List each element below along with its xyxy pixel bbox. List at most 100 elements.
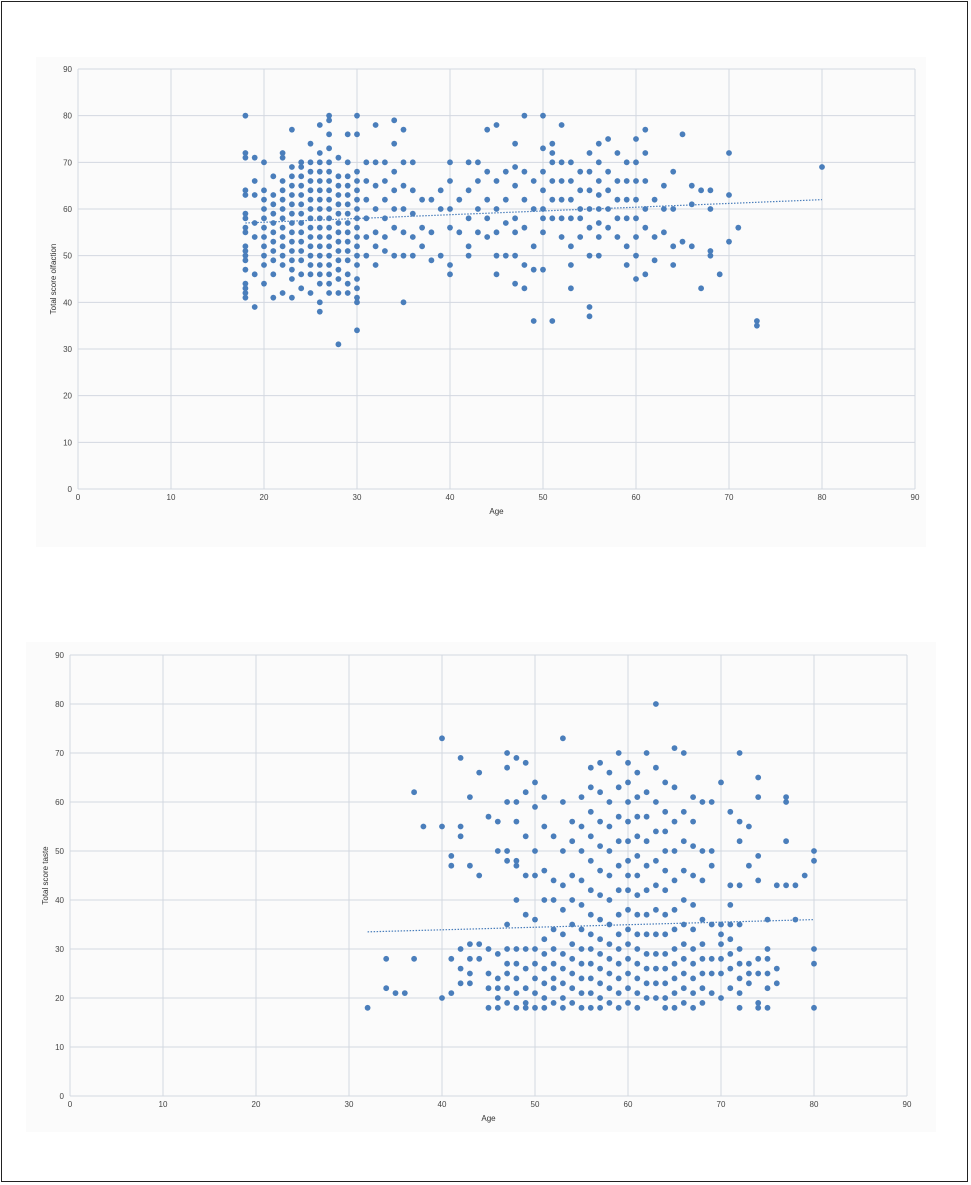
data-point [690,872,696,879]
data-point [391,206,398,212]
data-point [279,243,286,250]
data-point [642,150,649,156]
data-point [242,154,249,161]
data-point [708,990,715,996]
data-point [270,173,277,180]
data-point [316,150,323,156]
data-point [699,955,706,962]
data-point [651,196,658,203]
data-point [615,813,622,820]
data-point [372,159,379,166]
data-point [690,946,696,952]
data-point [587,857,594,864]
y-tick-label: 20 [63,392,72,401]
data-point [522,946,529,952]
data-point [671,745,678,751]
data-point [718,779,724,786]
data-point [465,215,472,222]
data-point [494,848,501,854]
data-point [485,946,492,952]
data-point [335,154,342,161]
x-tick-label: 10 [159,1100,168,1109]
data-point [279,150,286,156]
y-tick-label: 0 [68,485,73,494]
data-point [671,926,678,933]
data-point [485,970,492,977]
data-point [298,220,305,226]
data-point [493,252,500,259]
data-point [569,838,576,845]
data-point [605,224,611,231]
data-point [476,955,483,962]
data-point [465,159,472,166]
data-point [364,1004,371,1011]
data-point [326,206,332,212]
data-point [372,122,379,128]
data-point [270,238,277,245]
data-point [344,271,351,278]
data-point [512,280,518,287]
data-point [242,257,249,264]
data-point [298,229,305,236]
data-point [513,960,520,967]
data-point [513,818,520,825]
data-point [465,187,472,194]
data-point [344,229,351,236]
data-point [680,1000,687,1006]
data-point [560,931,566,938]
data-point [279,196,286,203]
data-point [540,112,546,119]
data-point [504,921,510,928]
data-point [316,252,323,259]
data-point [587,960,594,967]
data-point [363,252,370,259]
data-point [633,252,639,259]
data-point [707,248,714,254]
data-point [764,985,771,992]
data-point [746,862,752,869]
data-point [298,192,305,198]
data-point [289,276,295,282]
data-point [279,178,286,184]
data-point [707,252,714,259]
data-point [605,187,611,194]
data-point [634,813,641,820]
data-point [532,975,538,982]
data-point [372,206,379,212]
data-point [279,206,286,212]
data-point [653,906,659,913]
data-point [485,985,492,992]
data-point [755,794,762,800]
data-point [597,759,603,766]
data-point [540,215,546,222]
data-point [261,206,267,212]
data-point [354,131,360,138]
data-point [606,921,613,928]
data-point [541,823,548,830]
data-point [316,196,323,203]
data-point [595,252,602,259]
data-point [354,243,360,250]
data-point [662,931,669,938]
data-point [670,206,677,212]
data-point [457,823,464,830]
data-point [662,887,669,894]
data-point [409,252,416,259]
data-point [568,196,574,203]
data-point [512,215,518,222]
data-point [634,892,641,898]
data-point [662,911,669,918]
data-point [662,779,669,786]
data-point [513,990,520,996]
data-point [708,970,715,977]
data-point [595,140,602,147]
data-point [307,271,314,278]
data-point [307,187,314,194]
data-point [251,192,258,198]
x-tick-label: 60 [632,493,641,502]
data-point [326,234,332,240]
data-point [783,882,789,889]
data-point [391,224,398,231]
data-point [671,946,678,952]
data-point [634,853,641,859]
